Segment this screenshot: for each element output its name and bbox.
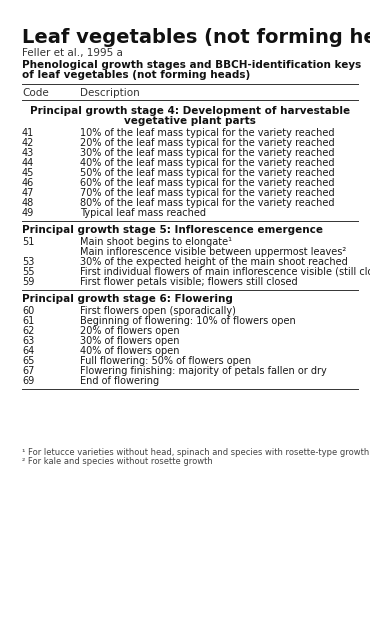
Text: 59: 59: [22, 277, 34, 287]
Text: 80% of the leaf mass typical for the variety reached: 80% of the leaf mass typical for the var…: [80, 198, 334, 208]
Text: 20% of the leaf mass typical for the variety reached: 20% of the leaf mass typical for the var…: [80, 138, 334, 148]
Text: 47: 47: [22, 188, 34, 198]
Text: Principal growth stage 4: Development of harvestable: Principal growth stage 4: Development of…: [30, 106, 350, 116]
Text: 41: 41: [22, 128, 34, 138]
Text: 55: 55: [22, 267, 34, 277]
Text: 40% of the leaf mass typical for the variety reached: 40% of the leaf mass typical for the var…: [80, 158, 334, 168]
Text: 67: 67: [22, 366, 34, 376]
Text: Flowering finishing: majority of petals fallen or dry: Flowering finishing: majority of petals …: [80, 366, 327, 376]
Text: 60% of the leaf mass typical for the variety reached: 60% of the leaf mass typical for the var…: [80, 178, 334, 188]
Text: 40% of flowers open: 40% of flowers open: [80, 346, 179, 356]
Text: Beginning of flowering: 10% of flowers open: Beginning of flowering: 10% of flowers o…: [80, 316, 296, 326]
Text: Leaf vegetables (not forming heads): Leaf vegetables (not forming heads): [22, 28, 370, 47]
Text: First flowers open (sporadically): First flowers open (sporadically): [80, 306, 236, 316]
Text: 64: 64: [22, 346, 34, 356]
Text: 10% of the leaf mass typical for the variety reached: 10% of the leaf mass typical for the var…: [80, 128, 334, 138]
Text: 70% of the leaf mass typical for the variety reached: 70% of the leaf mass typical for the var…: [80, 188, 334, 198]
Text: Feller et al., 1995 a: Feller et al., 1995 a: [22, 48, 123, 58]
Text: Principal growth stage 6: Flowering: Principal growth stage 6: Flowering: [22, 294, 233, 304]
Text: First individual flowers of main inflorescence visible (still closed): First individual flowers of main inflore…: [80, 267, 370, 277]
Text: 45: 45: [22, 168, 34, 178]
Text: End of flowering: End of flowering: [80, 376, 159, 386]
Text: 53: 53: [22, 257, 34, 267]
Text: ² For kale and species without rosette growth: ² For kale and species without rosette g…: [22, 457, 213, 466]
Text: Main inflorescence visible between uppermost leaves²: Main inflorescence visible between upper…: [80, 247, 346, 257]
Text: 43: 43: [22, 148, 34, 158]
Text: of leaf vegetables (not forming heads): of leaf vegetables (not forming heads): [22, 70, 250, 80]
Text: Main shoot begins to elongate¹: Main shoot begins to elongate¹: [80, 237, 232, 247]
Text: 60: 60: [22, 306, 34, 316]
Text: 69: 69: [22, 376, 34, 386]
Text: Full flowering: 50% of flowers open: Full flowering: 50% of flowers open: [80, 356, 251, 366]
Text: Description: Description: [80, 88, 140, 98]
Text: Principal growth stage 5: Inflorescence emergence: Principal growth stage 5: Inflorescence …: [22, 225, 323, 235]
Text: vegetative plant parts: vegetative plant parts: [124, 116, 256, 126]
Text: Code: Code: [22, 88, 49, 98]
Text: 51: 51: [22, 237, 34, 247]
Text: 48: 48: [22, 198, 34, 208]
Text: 42: 42: [22, 138, 34, 148]
Text: First flower petals visible; flowers still closed: First flower petals visible; flowers sti…: [80, 277, 297, 287]
Text: 49: 49: [22, 208, 34, 218]
Text: Typical leaf mass reached: Typical leaf mass reached: [80, 208, 206, 218]
Text: 62: 62: [22, 326, 34, 336]
Text: 46: 46: [22, 178, 34, 188]
Text: 30% of the leaf mass typical for the variety reached: 30% of the leaf mass typical for the var…: [80, 148, 334, 158]
Text: 20% of flowers open: 20% of flowers open: [80, 326, 179, 336]
Text: 50% of the leaf mass typical for the variety reached: 50% of the leaf mass typical for the var…: [80, 168, 334, 178]
Text: 30% of flowers open: 30% of flowers open: [80, 336, 179, 346]
Text: ¹ For letucce varieties without head, spinach and species with rosette-type grow: ¹ For letucce varieties without head, sp…: [22, 448, 369, 457]
Text: 63: 63: [22, 336, 34, 346]
Text: 44: 44: [22, 158, 34, 168]
Text: 65: 65: [22, 356, 34, 366]
Text: 61: 61: [22, 316, 34, 326]
Text: Phenological growth stages and BBCH-identification keys: Phenological growth stages and BBCH-iden…: [22, 60, 361, 70]
Text: 30% of the expected height of the main shoot reached: 30% of the expected height of the main s…: [80, 257, 348, 267]
